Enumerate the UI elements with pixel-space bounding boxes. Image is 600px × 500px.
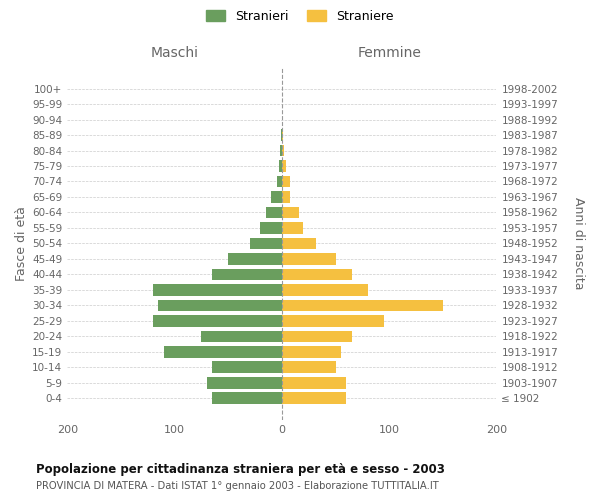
Bar	[164, 346, 282, 358]
Bar	[153, 284, 282, 296]
Bar	[282, 346, 341, 358]
Legend: Stranieri, Straniere: Stranieri, Straniere	[203, 6, 397, 26]
Bar	[282, 315, 384, 326]
Bar	[212, 268, 282, 280]
Bar	[250, 238, 282, 249]
Bar	[282, 144, 284, 156]
Bar	[281, 129, 282, 141]
Bar	[282, 222, 304, 234]
Text: Femmine: Femmine	[357, 46, 421, 60]
Bar	[277, 176, 282, 188]
Bar	[282, 392, 346, 404]
Bar	[207, 377, 282, 388]
Bar	[280, 144, 282, 156]
Bar	[282, 377, 346, 388]
Bar	[212, 392, 282, 404]
Text: Popolazione per cittadinanza straniera per età e sesso - 2003: Popolazione per cittadinanza straniera p…	[36, 462, 445, 475]
Bar	[271, 191, 282, 203]
Text: PROVINCIA DI MATERA - Dati ISTAT 1° gennaio 2003 - Elaborazione TUTTITALIA.IT: PROVINCIA DI MATERA - Dati ISTAT 1° genn…	[36, 481, 439, 491]
Bar	[228, 253, 282, 264]
Bar	[282, 160, 286, 172]
Y-axis label: Fasce di età: Fasce di età	[15, 206, 28, 281]
Bar	[282, 268, 352, 280]
Bar	[266, 206, 282, 218]
Bar	[153, 315, 282, 326]
Text: Maschi: Maschi	[151, 46, 199, 60]
Bar	[212, 362, 282, 373]
Y-axis label: Anni di nascita: Anni di nascita	[572, 197, 585, 290]
Bar	[278, 160, 282, 172]
Bar	[282, 284, 368, 296]
Bar	[158, 300, 282, 311]
Bar	[282, 206, 299, 218]
Bar	[282, 300, 443, 311]
Bar	[202, 330, 282, 342]
Bar	[282, 176, 290, 188]
Bar	[282, 191, 290, 203]
Bar	[282, 238, 316, 249]
Bar	[282, 330, 352, 342]
Bar	[282, 362, 335, 373]
Bar	[282, 253, 335, 264]
Bar	[260, 222, 282, 234]
Bar	[282, 129, 283, 141]
